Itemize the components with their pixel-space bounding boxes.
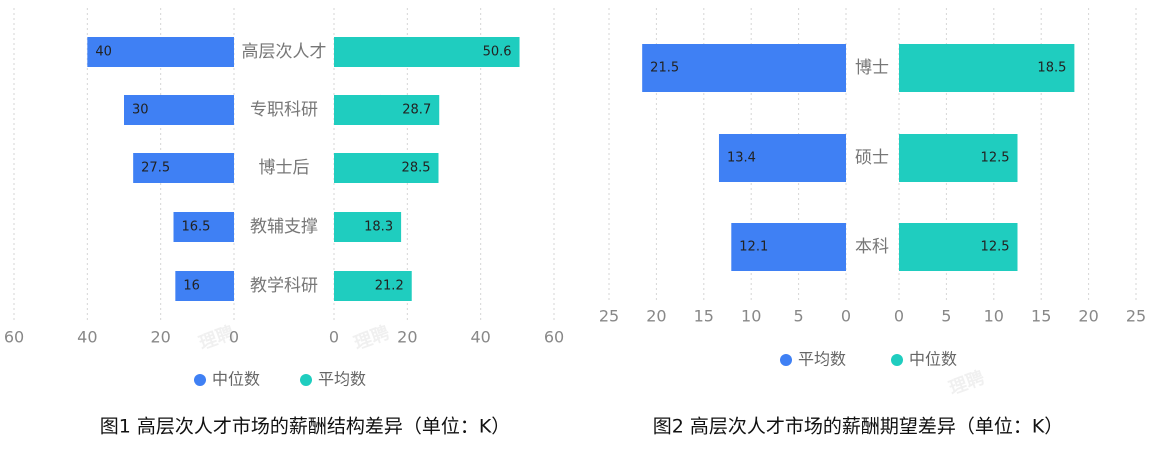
x-tick-label: 20 [150,328,170,347]
data-label: 50.6 [483,45,512,60]
bar [731,223,846,271]
category-label: 教学科研 [250,276,318,296]
x-tick-label: 15 [694,307,714,326]
bar [334,271,412,301]
bar [899,223,1018,271]
category-label: 博士 [855,58,889,78]
x-tick-label: 20 [1078,307,1098,326]
data-label: 16.5 [182,220,211,235]
bar [133,153,234,183]
bar [173,212,234,242]
data-label: 13.4 [727,151,756,166]
data-label: 16 [183,279,200,294]
bar [124,95,234,125]
x-tick-label: 25 [599,307,619,326]
x-tick-label: 0 [841,307,851,326]
data-label: 12.1 [739,240,768,255]
x-tick-label: 15 [1031,307,1051,326]
data-label: 12.5 [981,151,1010,166]
bar [175,271,234,301]
data-label: 18.3 [364,220,393,235]
category-label: 本科 [855,237,889,257]
legend-marker [300,374,312,386]
x-tick-label: 5 [794,307,804,326]
x-tick-label: 0 [229,328,239,347]
x-tick-label: 40 [77,328,97,347]
x-tick-label: 5 [941,307,951,326]
category-label: 专职科研 [250,100,318,120]
data-label: 40 [95,45,112,60]
data-label: 30 [132,103,149,118]
watermark: 理聘 [946,366,987,399]
bar [899,134,1018,182]
bar [334,37,520,67]
bar [642,44,846,92]
bar [334,95,440,125]
bar [718,134,846,182]
bar [334,212,402,242]
x-tick-label: 10 [741,307,761,326]
legend-label: 中位数 [212,370,260,389]
x-tick-label: 40 [470,328,490,347]
data-label: 21.2 [375,279,404,294]
bar [899,44,1075,92]
data-label: 21.5 [650,61,679,76]
data-label: 18.5 [1037,61,1066,76]
x-tick-label: 25 [1126,307,1146,326]
category-label: 教辅支撑 [250,217,318,237]
x-tick-label: 60 [4,328,24,347]
legend-label: 平均数 [798,350,846,369]
legend-marker [891,354,903,366]
legend-marker [780,354,792,366]
x-tick-label: 20 [646,307,666,326]
legend-label: 中位数 [909,350,957,369]
x-tick-label: 0 [894,307,904,326]
category-label: 博士后 [259,158,310,178]
bar [87,37,234,67]
category-label: 硕士 [855,148,889,168]
category-label: 高层次人才 [242,42,327,62]
legend-label: 平均数 [318,370,366,389]
x-tick-label: 20 [397,328,417,347]
data-label: 28.5 [402,161,431,176]
x-tick-label: 60 [544,328,564,347]
bar [334,153,439,183]
chart-title: 图1 高层次人才市场的薪酬结构差异（单位：K） [100,416,511,438]
legend-marker [194,374,206,386]
data-label: 12.5 [981,240,1010,255]
x-tick-label: 0 [329,328,339,347]
data-label: 28.7 [402,103,431,118]
watermark: 理聘 [351,321,392,354]
x-tick-label: 10 [984,307,1004,326]
chart-title: 图2 高层次人才市场的薪酬期望差异（单位：K） [653,416,1064,438]
data-label: 27.5 [141,161,170,176]
